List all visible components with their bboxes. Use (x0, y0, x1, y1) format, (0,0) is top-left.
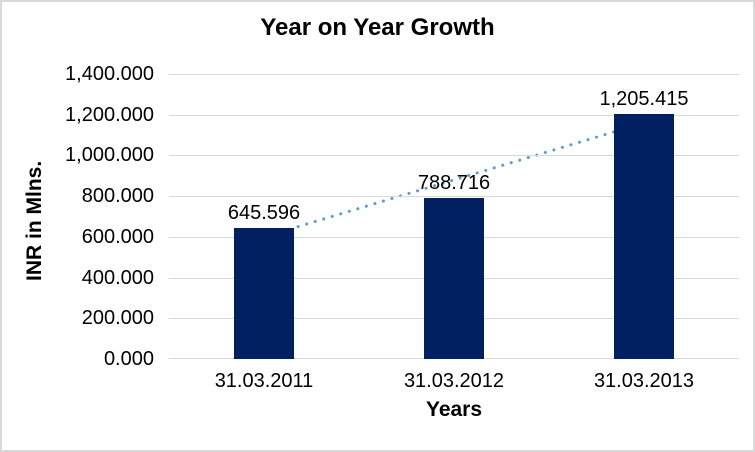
y-tick-label: 1,000.000 (65, 144, 154, 167)
gridline (169, 196, 739, 198)
gridline (169, 114, 739, 116)
chart-title: Year on Year Growth (260, 14, 495, 41)
y-tick-label: 800.000 (81, 185, 154, 208)
y-tick-label: 400.000 (81, 266, 154, 289)
gridline (169, 74, 739, 75)
data-label: 1,205.415 (599, 87, 689, 110)
y-tick-label: 1,400.000 (65, 63, 154, 85)
y-tick-label: 200.000 (81, 307, 154, 330)
data-label: 788.716 (417, 172, 491, 195)
gridline (169, 155, 739, 157)
bar (424, 198, 484, 359)
x-tick-label: 31.03.2012 (403, 370, 505, 392)
data-label: 645.596 (227, 201, 301, 224)
x-tick-label: 31.03.2013 (593, 370, 695, 392)
x-axis-title: Years (425, 398, 483, 421)
bar (614, 113, 674, 359)
y-axis-title: INR in Mlns. (23, 160, 46, 281)
x-tick-label: 31.03.2011 (214, 370, 314, 392)
trendline (262, 121, 646, 239)
plot-area (169, 74, 739, 359)
bar (234, 227, 294, 359)
y-tick-label: 0.000 (103, 348, 154, 370)
y-tick-label: 600.000 (81, 225, 154, 248)
y-tick-label: 1,200.000 (65, 103, 154, 126)
